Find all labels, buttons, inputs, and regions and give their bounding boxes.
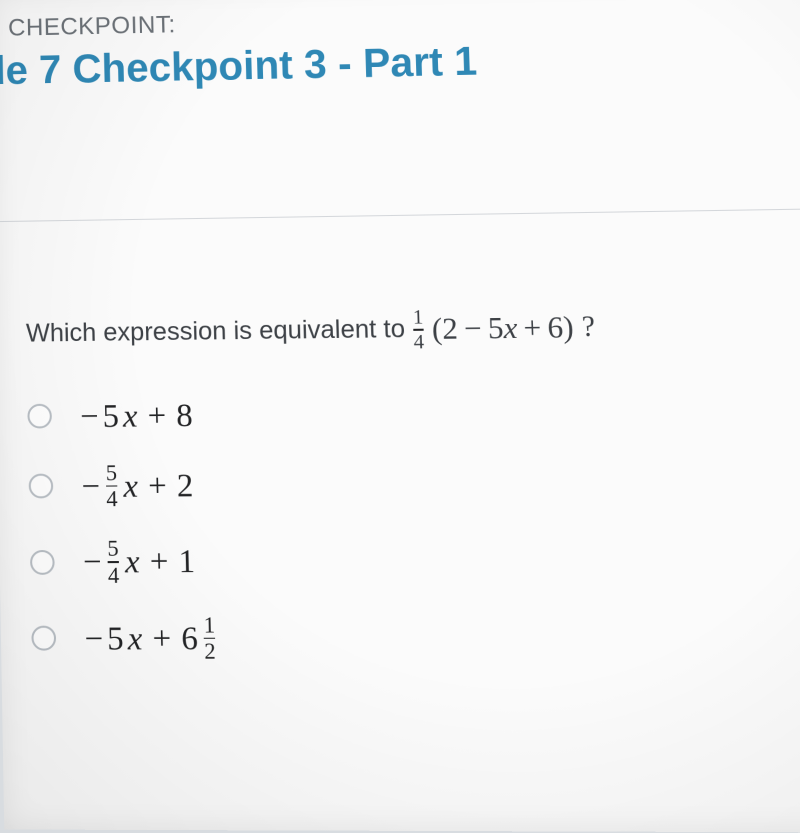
coef-5: 5 (487, 311, 504, 345)
coef: 5 (107, 619, 124, 658)
var-x: x (123, 396, 138, 434)
question-mark: ? (581, 311, 595, 344)
coef: 5 (102, 396, 119, 434)
plus-sign: + (152, 619, 171, 658)
fraction-denominator: 4 (413, 331, 424, 352)
var-x: x (125, 542, 140, 580)
choice-b-expression: − 5 4 x + 2 (81, 461, 194, 511)
term-6-close: 6) (547, 310, 574, 346)
minus-sign: − (464, 311, 483, 346)
choice-a-expression: −5x + 8 (80, 396, 193, 435)
minus-sign: − (84, 619, 103, 658)
choice-d-expression: −5x + 6 1 2 (84, 613, 218, 663)
fraction-one-fourth: 1 4 (413, 307, 425, 352)
minus-sign: − (83, 543, 102, 581)
page-title: de 7 Checkpoint 3 - Part 1 (0, 32, 800, 95)
choice-a[interactable]: −5x + 8 (27, 389, 800, 435)
radio-d[interactable] (31, 626, 56, 651)
answer-choices: −5x + 8 − 5 4 x + 2 (27, 389, 800, 663)
fraction-denominator: 2 (204, 640, 216, 663)
section-divider (0, 208, 800, 222)
choice-d[interactable]: −5x + 6 1 2 (31, 611, 800, 663)
page-surface: M CHECKPOINT: de 7 Checkpoint 3 - Part 1… (0, 0, 800, 832)
fraction-numerator: 1 (413, 307, 424, 328)
var-x: x (127, 619, 142, 658)
fraction-5-4: 5 4 (106, 461, 118, 510)
fraction-numerator: 5 (107, 537, 119, 560)
term-5x: 5x (487, 311, 518, 347)
question-content: Which expression is equivalent to 1 4 (2… (26, 302, 800, 663)
fraction-denominator: 4 (108, 564, 120, 587)
fraction-denominator: 4 (106, 488, 118, 511)
question-lead: Which expression is equivalent to (26, 315, 406, 349)
var-x: x (503, 311, 518, 345)
var-x: x (123, 466, 138, 504)
plus-sign: + (149, 542, 168, 581)
radio-c[interactable] (30, 550, 55, 575)
fraction-5-4: 5 4 (107, 537, 119, 586)
choice-c[interactable]: − 5 4 x + 1 (30, 533, 800, 587)
plus-sign: + (147, 396, 166, 434)
whole-part: 6 (181, 619, 198, 658)
plus-sign: + (523, 310, 542, 345)
const: 8 (176, 396, 193, 434)
fraction-numerator: 1 (203, 613, 215, 636)
minus-sign: − (80, 397, 99, 435)
radio-b[interactable] (29, 474, 54, 499)
choice-c-expression: − 5 4 x + 1 (83, 537, 196, 587)
const: 1 (178, 542, 195, 581)
radio-a[interactable] (27, 404, 52, 429)
fraction-numerator: 5 (106, 461, 118, 484)
header-block: M CHECKPOINT: de 7 Checkpoint 3 - Part 1 (0, 0, 800, 94)
minus-sign: − (81, 467, 100, 505)
plus-sign: + (148, 466, 167, 504)
fraction-1-2: 1 2 (203, 613, 216, 663)
question-prompt: Which expression is equivalent to 1 4 (2… (26, 302, 800, 356)
const: 2 (176, 466, 193, 504)
choice-b[interactable]: − 5 4 x + 2 (28, 456, 800, 511)
paren-open-term: (2 (431, 312, 458, 347)
